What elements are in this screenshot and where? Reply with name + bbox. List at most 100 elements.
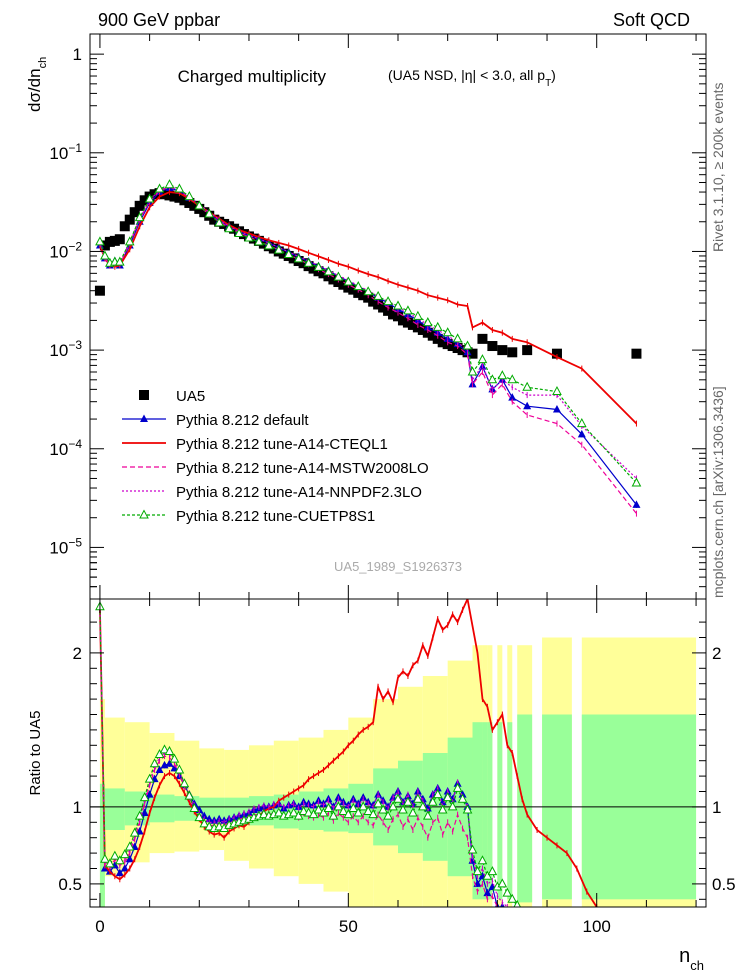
main-series-pythia-8-212-tune-cuetp8s1-point-20	[273, 244, 284, 254]
main-series-pythia-8-212-tune-cuetp8s1-point-29	[363, 286, 374, 296]
x-tick-label-1: 50	[339, 917, 358, 936]
main-series-pythia-8-212-tune-cuetp8s1-point-0	[95, 236, 105, 246]
ratio-series-pythia-8-212-tune-cuetp8s1-point-75	[467, 844, 478, 854]
ratio-series-pythia-8-212-tune-cuetp8s1-point-64	[413, 793, 423, 803]
ratio-series-pythia-8-212-tune-cuetp8s1-point-77	[477, 855, 488, 865]
main-series-pythia-8-212-tune-cuetp8s1-point-21	[283, 248, 294, 259]
main-series-pythia-8-212-tune-cuetp8s1-point-45	[522, 381, 532, 391]
main-series-pythia-8-212-tune-cuetp8s1-point-40	[467, 366, 478, 376]
legend-entry-pythia-8-212-tune-a14-mstw2008lo: Pythia 8.212 tune-A14-MSTW2008LO	[122, 460, 429, 477]
ratio-series-pythia-8-212-default-point-9	[140, 808, 149, 817]
ratio-band-inner-19	[497, 722, 503, 900]
main-series-pythia-8-212-default-point-48	[632, 500, 641, 508]
main-series-pythia-8-212-tune-cuetp8s1-point-17	[244, 232, 254, 242]
legend-label-ua5: UA5	[176, 388, 205, 405]
side-label-top: Rivet 3.1.10, ≥ 200k events	[710, 82, 726, 252]
ratio-plot-panel: 0.5 0.51 12 2 0 50 100 Ratio to UA5 nch	[27, 598, 736, 972]
ratio-series-pythia-8-212-tune-cuetp8s1-point-2	[105, 858, 115, 868]
main-series-pythia-8-212-tune-cuetp8s1	[95, 179, 642, 487]
ratio-series-pythia-8-212-tune-cuetp8s1-point-65	[418, 801, 428, 811]
main-series-pythia-8-212-tune-cuetp8s1-point-31	[383, 296, 393, 306]
main-series-pythia-8-212-tune-cuetp8s1-point-47	[576, 418, 587, 428]
ratio-series-pythia-8-212-tune-cuetp8s1-point-3	[110, 850, 120, 860]
ratio-series-pythia-8-212-tune-cuetp8s1-point-58	[383, 810, 393, 820]
ratio-series-pythia-8-212-tune-cuetp8s1-point-13	[159, 744, 170, 754]
ratio-series-pythia-8-212-tune-cuetp8s1-point-78	[482, 870, 493, 880]
main-series-ua5-point-78	[497, 345, 508, 356]
legend-entry-pythia-8-212-default: Pythia 8.212 default	[122, 412, 309, 429]
ratio-series-pythia-8-212-tune-cuetp8s1-point-50	[343, 809, 354, 819]
main-series-pythia-8-212-tune-cuetp8s1-point-15	[224, 223, 234, 233]
main-series-pythia-8-212-tune-cuetp8s1-point-36	[432, 321, 443, 331]
ratio-series-pythia-8-212-tune-cuetp8s1-point-63	[408, 807, 418, 817]
ratio-band-inner-0	[99, 783, 105, 907]
ratio-series-pythia-8-212-tune-cuetp8s1-point-83	[507, 893, 518, 903]
ratio-series-pythia-8-212-tune-cuetp8s1-point-36	[273, 807, 284, 817]
main-series-ua5-point-0	[94, 285, 105, 296]
ratio-ytick-label-2: 2	[73, 644, 82, 663]
ratio-series-pythia-8-212-tune-cuetp8s1-point-81	[497, 878, 508, 888]
ratio-series-pythia-8-212-tune-cuetp8s1-point-68	[432, 789, 443, 799]
ratio-series-pythia-8-212-tune-cuetp8s1-point-71	[447, 801, 458, 811]
ratio-series-pythia-8-212-tune-a14-cteql1	[99, 599, 598, 907]
ratio-series-pythia-8-212-tune-cuetp8s1-point-19	[189, 802, 200, 812]
main-series-pythia-8-212-tune-cuetp8s1-point-39	[462, 340, 473, 350]
ratio-series-pythia-8-212-tune-cuetp8s1-point-56	[373, 798, 383, 808]
ratio-series-pythia-8-212-default-point-10	[145, 790, 154, 798]
legend-entry-pythia-8-212-tune-a14-nnpdf2-3lo: Pythia 8.212 tune-A14-NNPDF2.3LO	[122, 484, 422, 501]
ratio-series-pythia-8-212-tune-cuetp8s1-point-43	[308, 809, 319, 819]
main-ytick-label-4: 10−1	[49, 141, 82, 163]
ratio-series-pythia-8-212-tune-cuetp8s1-point-66	[422, 810, 433, 820]
ratio-series-pythia-8-212-default-point-4	[115, 868, 124, 877]
ratio-series-pythia-8-212-tune-cuetp8s1-point-70	[442, 792, 453, 802]
main-ytick-label-2: 10−3	[49, 338, 82, 360]
ratio-band-inner-1	[104, 788, 125, 830]
ratio-band-inner-5	[199, 797, 225, 820]
main-series-ua5-point-76	[477, 333, 488, 344]
ratio-series-pythia-8-212-tune-cuetp8s1-point-53	[358, 801, 369, 811]
ratio-series-pythia-8-212-tune-cuetp8s1-point-42	[303, 807, 314, 817]
ratio-series-pythia-8-212-tune-cuetp8s1-point-49	[338, 805, 349, 816]
ratio-series-pythia-8-212-tune-cuetp8s1-point-12	[154, 748, 165, 759]
main-series-pythia-8-212-tune-cuetp8s1-point-28	[353, 281, 364, 291]
ratio-series-pythia-8-212-default-point-6	[125, 854, 134, 863]
analysis-watermark: UA5_1989_S1926373	[334, 559, 462, 574]
main-series-pythia-8-212-tune-cuetp8s1-point-23	[303, 257, 314, 267]
main-series-pythia-8-212-tune-cuetp8s1-point-30	[373, 290, 383, 300]
ratio-band-inner-17	[482, 722, 488, 900]
ratio-series-pythia-8-212-tune-cuetp8s1-point-7	[129, 827, 140, 837]
legend-label-pythia-8-212-default: Pythia 8.212 default	[176, 412, 309, 429]
main-series-pythia-8-212-tune-cuetp8s1-point-13	[204, 208, 215, 218]
main-series-pythia-8-212-tune-cuetp8s1-point-11	[184, 191, 195, 201]
ratio-series-pythia-8-212-tune-cuetp8s1-point-20	[194, 812, 205, 822]
main-series-ua5-point-4	[114, 234, 125, 245]
ratio-series-pythia-8-212-tune-cuetp8s1-point-73	[457, 793, 468, 803]
ratio-series-pythia-8-212-tune-cuetp8s1-point-4	[114, 855, 125, 865]
main-series-pythia-8-212-tune-cuetp8s1-point-44	[507, 374, 518, 384]
ratio-series-pythia-8-212-tune-cuetp8s1-point-55	[368, 809, 378, 819]
legend: UA5 Pythia 8.212 default Pythia 8.212 tune…	[122, 388, 429, 525]
ratio-series-pythia-8-212-tune-cuetp8s1-point-24	[214, 821, 224, 831]
ratio-series-pythia-8-212-tune-cuetp8s1-point-6	[124, 841, 135, 851]
ratio-ytick-label-0: 0.5	[58, 875, 82, 894]
ratio-series-pythia-8-212-tune-cuetp8s1-point-82	[502, 887, 513, 897]
ratio-series-pythia-8-212-tune-cuetp8s1-point-60	[393, 793, 403, 803]
ratio-series-pythia-8-212-tune-cuetp8s1-point-8	[134, 810, 145, 820]
ratio-ytick-label-right-2: 2	[712, 644, 721, 663]
main-series-ua5-point-82	[631, 348, 642, 359]
main-series-pythia-8-212-tune-cuetp8s1-point-6	[134, 212, 145, 222]
main-series-ua5-point-80	[522, 345, 533, 356]
legend-marker-ua5	[139, 390, 149, 400]
ratio-series-pythia-8-212-tune-cuetp8s1-point-79	[487, 866, 498, 876]
main-series-pythia-8-212-tune-cuetp8s1-point-1	[100, 250, 110, 260]
main-series-pythia-8-212-tune-cuetp8s1-point-37	[442, 327, 453, 337]
ratio-series-pythia-8-212-tune-cuetp8s1-point-46	[323, 802, 334, 812]
ratio-series-pythia-8-212-tune-cuetp8s1-point-10	[144, 773, 155, 783]
ratio-series-pythia-8-212-tune-cuetp8s1-point-52	[353, 807, 364, 817]
main-series-pythia-8-212-tune-cuetp8s1-point-18	[254, 236, 264, 246]
ratio-series-pythia-8-212-default-point-78	[483, 888, 492, 897]
main-series-pythia-8-212-tune-cuetp8s1-point-32	[393, 300, 403, 310]
main-series-pythia-8-212-tune-cuetp8s1-point-41	[477, 354, 488, 364]
main-ytick-label-1: 10−4	[49, 437, 82, 459]
ratio-series-pythia-8-212-tune-cuetp8s1-point-40	[293, 810, 304, 820]
